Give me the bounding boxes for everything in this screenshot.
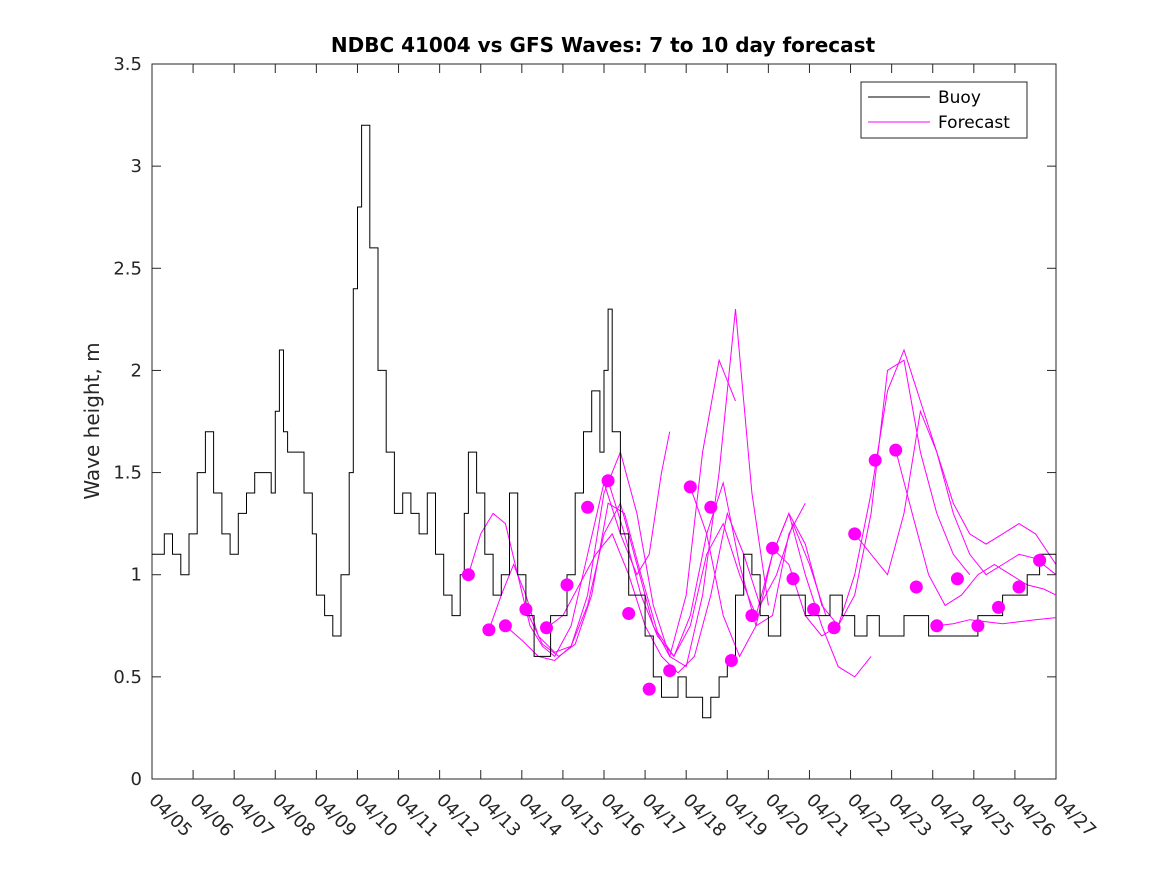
forecast-point [971,619,985,633]
forecast-trace-2 [488,358,736,658]
forecast-trace-11 [936,617,1057,627]
x-tick-label: 04/16 [596,790,648,842]
forecast-trace-4 [525,480,806,658]
y-axis-label: Wave height, m [80,342,104,499]
forecast-trace-9 [854,409,1057,576]
forecast-point [930,619,944,633]
forecast-point [461,568,475,582]
forecast-point [848,527,862,541]
forecast-point [889,443,903,457]
forecast-point [601,474,615,488]
forecast-trace-5 [546,511,827,674]
x-tick-label: 04/18 [679,790,731,842]
x-tick-label: 04/15 [555,790,607,842]
forecast-point [482,623,496,637]
forecast-point [498,619,512,633]
x-tick-label: 04/07 [227,790,279,842]
forecast-trace-8 [772,348,1057,637]
y-axis: 0 0.5 1 1.5 2 2.5 3 3.5 [113,54,1056,790]
legend-box [860,81,1028,139]
y-tick-label: 3 [131,156,142,177]
x-tick-label: 04/09 [309,790,361,842]
x-tick-label: 04/13 [473,790,525,842]
x-tick-label: 04/26 [1007,790,1059,842]
x-tick-label: 04/27 [1048,790,1100,842]
x-tick-label: 04/14 [514,790,566,842]
forecast-point [1012,580,1026,594]
forecast-point [704,500,718,514]
legend: Buoy Forecast [860,81,1028,139]
forecast-point [827,621,841,635]
x-tick-label: 04/25 [966,790,1018,842]
forecast-point [868,453,882,467]
forecast-point [807,602,821,616]
forecast-point [663,664,677,678]
x-tick-label: 04/21 [802,790,854,842]
forecast-point [683,480,697,494]
x-tick-label: 04/24 [925,790,977,842]
x-tick-label: 04/10 [350,790,402,842]
x-tick-label: 04/17 [638,790,690,842]
x-tick-label: 04/22 [843,790,895,842]
forecast-point [519,602,533,616]
forecast-point [786,572,800,586]
forecast-point [909,580,923,594]
forecast-point [622,607,636,620]
x-tick-label: 04/05 [144,790,196,842]
chart-title: NDBC 41004 vs GFS Waves: 7 to 10 day for… [331,33,876,57]
y-tick-label: 3.5 [113,54,142,75]
y-tick-label: 2.5 [113,258,142,279]
forecast-point [992,600,1005,614]
x-tick-label: 04/08 [268,790,320,842]
forecast-point [1033,553,1047,567]
forecast-point [745,609,759,623]
buoy-series-line [152,124,1057,719]
forecast-point [950,572,964,586]
x-tick-label: 04/12 [432,790,484,842]
x-tick-label: 04/19 [720,790,772,842]
y-tick-label: 0 [131,769,142,790]
forecast-point [540,621,553,635]
forecast-trace-10 [895,449,1057,607]
forecast-point [724,654,738,667]
legend-forecast-label: Forecast [938,113,1010,133]
forecast-trace-6 [607,480,872,678]
y-tick-label: 2 [131,360,142,381]
forecast-trace-1 [467,431,671,658]
forecast-point [642,682,656,696]
y-tick-label: 1.5 [113,463,142,484]
x-tick-label: 04/23 [884,790,936,842]
plot-area: 00.511.522.533.5 04/0504/0604/0704/0804/… [113,54,1100,841]
y-tick-label: 0.5 [113,667,142,688]
forecast-trace-3 [505,309,769,668]
x-tick-label: 04/20 [761,790,813,842]
series-layer [152,124,1057,719]
y-tick-label: 1 [131,565,142,586]
x-tick-label: 04/06 [186,790,238,842]
x-tick-label: 04/11 [391,790,443,842]
forecast-point [581,500,595,514]
forecast-point [560,578,574,592]
forecast-point [766,541,779,555]
legend-buoy-label: Buoy [938,88,981,108]
